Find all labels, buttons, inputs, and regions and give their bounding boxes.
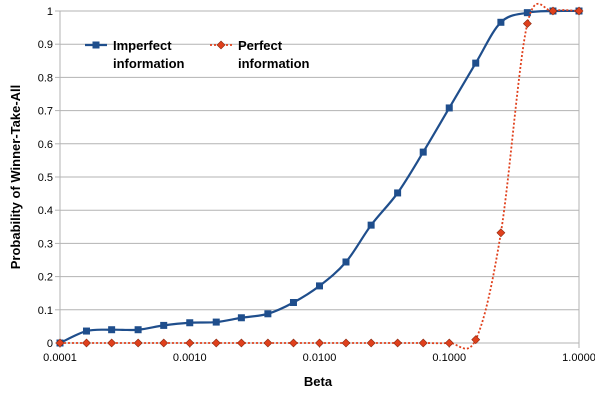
- data-point: [186, 319, 194, 327]
- legend-marker: [92, 41, 100, 49]
- legend-label: information: [113, 56, 185, 71]
- legend-label: Imperfect: [113, 38, 172, 53]
- data-point: [394, 189, 402, 197]
- y-tick-label: 0.6: [38, 139, 53, 151]
- data-point: [108, 326, 116, 334]
- data-point: [264, 310, 272, 318]
- x-tick-label: 0.0100: [303, 352, 337, 364]
- data-point: [342, 258, 350, 266]
- x-tick-label: 1.0000: [562, 352, 595, 364]
- y-tick-label: 0.2: [38, 272, 53, 284]
- data-point: [315, 338, 324, 348]
- data-point: [185, 338, 195, 348]
- data-point: [82, 327, 90, 335]
- series-perfect-information: [55, 2, 584, 350]
- legend-marker: [216, 40, 226, 50]
- tick-labels: 0 0.1 0.2 0.3 0.4 0.5 0.6 0.7 0.8 0.9 1 0.0001 0.001…: [38, 6, 595, 364]
- y-tick-label: 0.4: [38, 205, 53, 217]
- y-axis-title: Probability of Winner-Take-All: [8, 85, 23, 270]
- data-point: [419, 148, 427, 156]
- data-point: [82, 338, 91, 348]
- data-point: [366, 338, 376, 348]
- y-tick-label: 1: [47, 6, 53, 18]
- x-tick-label: 0.1000: [432, 352, 466, 364]
- data-point: [236, 338, 246, 348]
- legend-entry: Perfect information: [210, 38, 310, 71]
- data-point: [237, 314, 245, 322]
- data-point: [289, 298, 297, 306]
- data-point: [523, 9, 531, 17]
- y-tick-label: 0.7: [38, 106, 53, 118]
- legend-entry: Imperfect information: [85, 38, 185, 71]
- data-point: [496, 228, 506, 238]
- legend: Imperfect information Perfect information: [85, 38, 310, 71]
- data-point: [263, 338, 273, 348]
- data-point: [107, 338, 117, 348]
- data-point: [55, 338, 65, 348]
- y-tick-label: 0.3: [38, 238, 53, 250]
- data-point: [134, 326, 142, 334]
- data-point: [497, 18, 505, 26]
- data-point: [472, 59, 480, 67]
- data-point: [444, 338, 454, 348]
- y-tick-label: 0.9: [38, 39, 53, 51]
- y-tick-label: 0.5: [38, 172, 53, 184]
- data-point: [316, 282, 323, 290]
- data-point: [211, 338, 221, 348]
- data-point: [341, 338, 351, 348]
- data-point: [159, 338, 169, 348]
- data-point: [548, 6, 558, 16]
- series-layer: [55, 2, 584, 350]
- legend-label: information: [238, 56, 310, 71]
- x-tick-label: 0.0010: [173, 352, 207, 364]
- data-point: [367, 221, 375, 229]
- data-point: [418, 338, 428, 348]
- y-tick-label: 0.8: [38, 72, 53, 84]
- series-line: [60, 2, 580, 350]
- legend-label: Perfect: [238, 38, 283, 53]
- data-point: [393, 338, 403, 348]
- data-point: [160, 321, 168, 329]
- data-point: [133, 338, 143, 348]
- x-tick-label: 0.0001: [43, 352, 77, 364]
- data-point: [445, 104, 453, 112]
- x-axis-title: Beta: [304, 374, 333, 389]
- y-tick-label: 0: [47, 338, 53, 350]
- data-point: [212, 318, 220, 326]
- data-point: [574, 6, 584, 16]
- data-point: [471, 335, 481, 345]
- data-point: [522, 19, 532, 29]
- data-point: [289, 338, 298, 348]
- y-tick-label: 0.1: [38, 305, 53, 317]
